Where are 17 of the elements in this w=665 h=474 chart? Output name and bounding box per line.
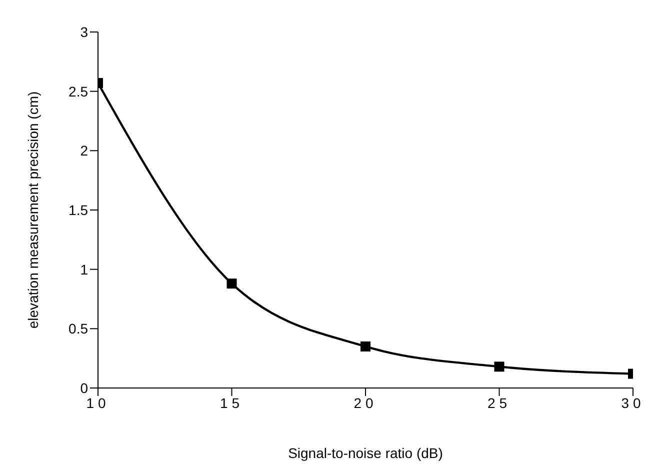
x-axis-title: Signal-to-noise ratio (dB) bbox=[288, 444, 443, 461]
y-tick-label: 1.5 bbox=[68, 202, 88, 218]
y-tick-label: 0.5 bbox=[68, 320, 88, 337]
y-axis-title: elevation measurement precision (cm) bbox=[24, 91, 41, 329]
x-tick-label: 20 bbox=[354, 394, 378, 411]
y-tick-label: 3 bbox=[80, 24, 88, 40]
y-tick-label: 2.5 bbox=[68, 83, 88, 100]
x-tick-label: 25 bbox=[487, 394, 512, 411]
x-tick-label: 10 bbox=[86, 394, 110, 411]
point bbox=[226, 278, 237, 289]
y-tick-label: 1 bbox=[80, 261, 88, 278]
x-tick-label: 15 bbox=[220, 394, 244, 411]
y-tick-label: 2 bbox=[80, 142, 88, 159]
x-tick-label: 30 bbox=[621, 394, 645, 411]
point bbox=[360, 341, 370, 352]
y-tick-label: 0 bbox=[80, 380, 88, 396]
point bbox=[494, 362, 504, 372]
